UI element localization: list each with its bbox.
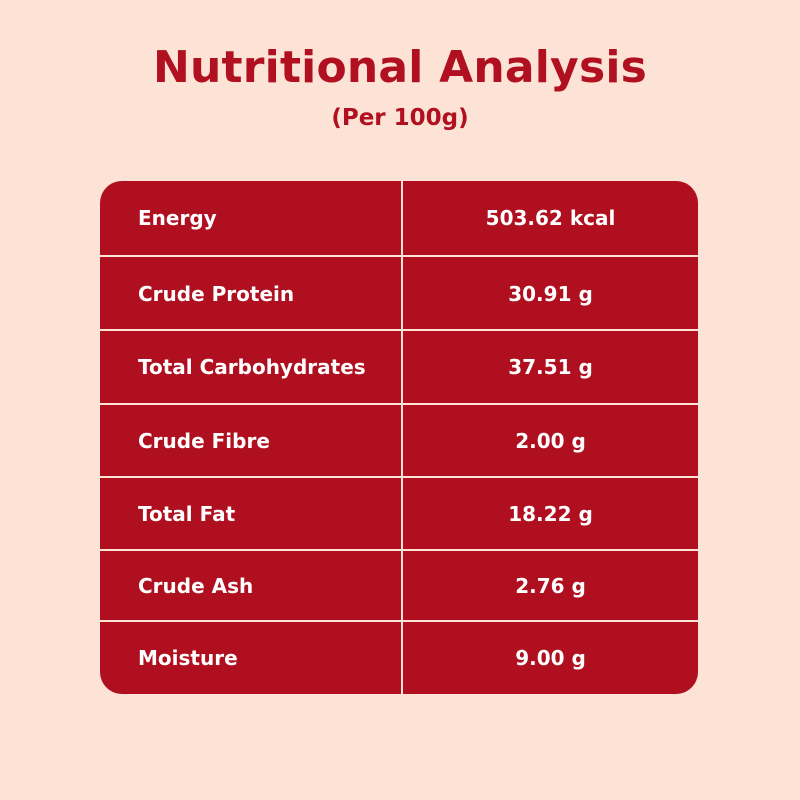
table-row-total-fat: Total Fat 18.22 g — [100, 478, 698, 549]
nutrition-table: Energy 503.62 kcal Crude Protein 30.91 g… — [100, 181, 698, 694]
row-label: Crude Protein — [138, 281, 295, 306]
row-divider — [100, 403, 698, 405]
row-value: 30.91 g — [508, 281, 593, 306]
row-value: 9.00 g — [515, 646, 586, 670]
row-label: Crude Fibre — [138, 428, 270, 453]
row-label: Energy — [138, 206, 217, 230]
row-value: 37.51 g — [508, 355, 593, 379]
row-label: Moisture — [138, 646, 238, 670]
row-label: Total Fat — [138, 501, 236, 526]
row-value: 18.22 g — [508, 501, 593, 526]
table-row-energy: Energy 503.62 kcal — [100, 181, 698, 255]
table-row-total-carbohydrates: Total Carbohydrates 37.51 g — [100, 331, 698, 403]
row-value: 503.62 kcal — [485, 206, 616, 230]
table-row-crude-fibre: Crude Fibre 2.00 g — [100, 405, 698, 476]
row-divider — [100, 329, 698, 331]
page-subtitle: (Per 100g) — [331, 105, 469, 131]
table-row-crude-ash: Crude Ash 2.76 g — [100, 551, 698, 620]
page-title: Nutritional Analysis — [152, 42, 647, 93]
table-row-moisture: Moisture 9.00 g — [100, 622, 698, 694]
table-row-crude-protein: Crude Protein 30.91 g — [100, 257, 698, 330]
row-label: Crude Ash — [138, 573, 254, 598]
column-divider — [401, 181, 403, 694]
row-label: Total Carbohydrates — [138, 355, 366, 379]
row-value: 2.76 g — [515, 573, 586, 598]
row-value: 2.00 g — [515, 428, 586, 453]
row-divider — [100, 620, 698, 622]
row-divider — [100, 476, 698, 478]
row-divider — [100, 549, 698, 551]
row-divider — [100, 255, 698, 257]
